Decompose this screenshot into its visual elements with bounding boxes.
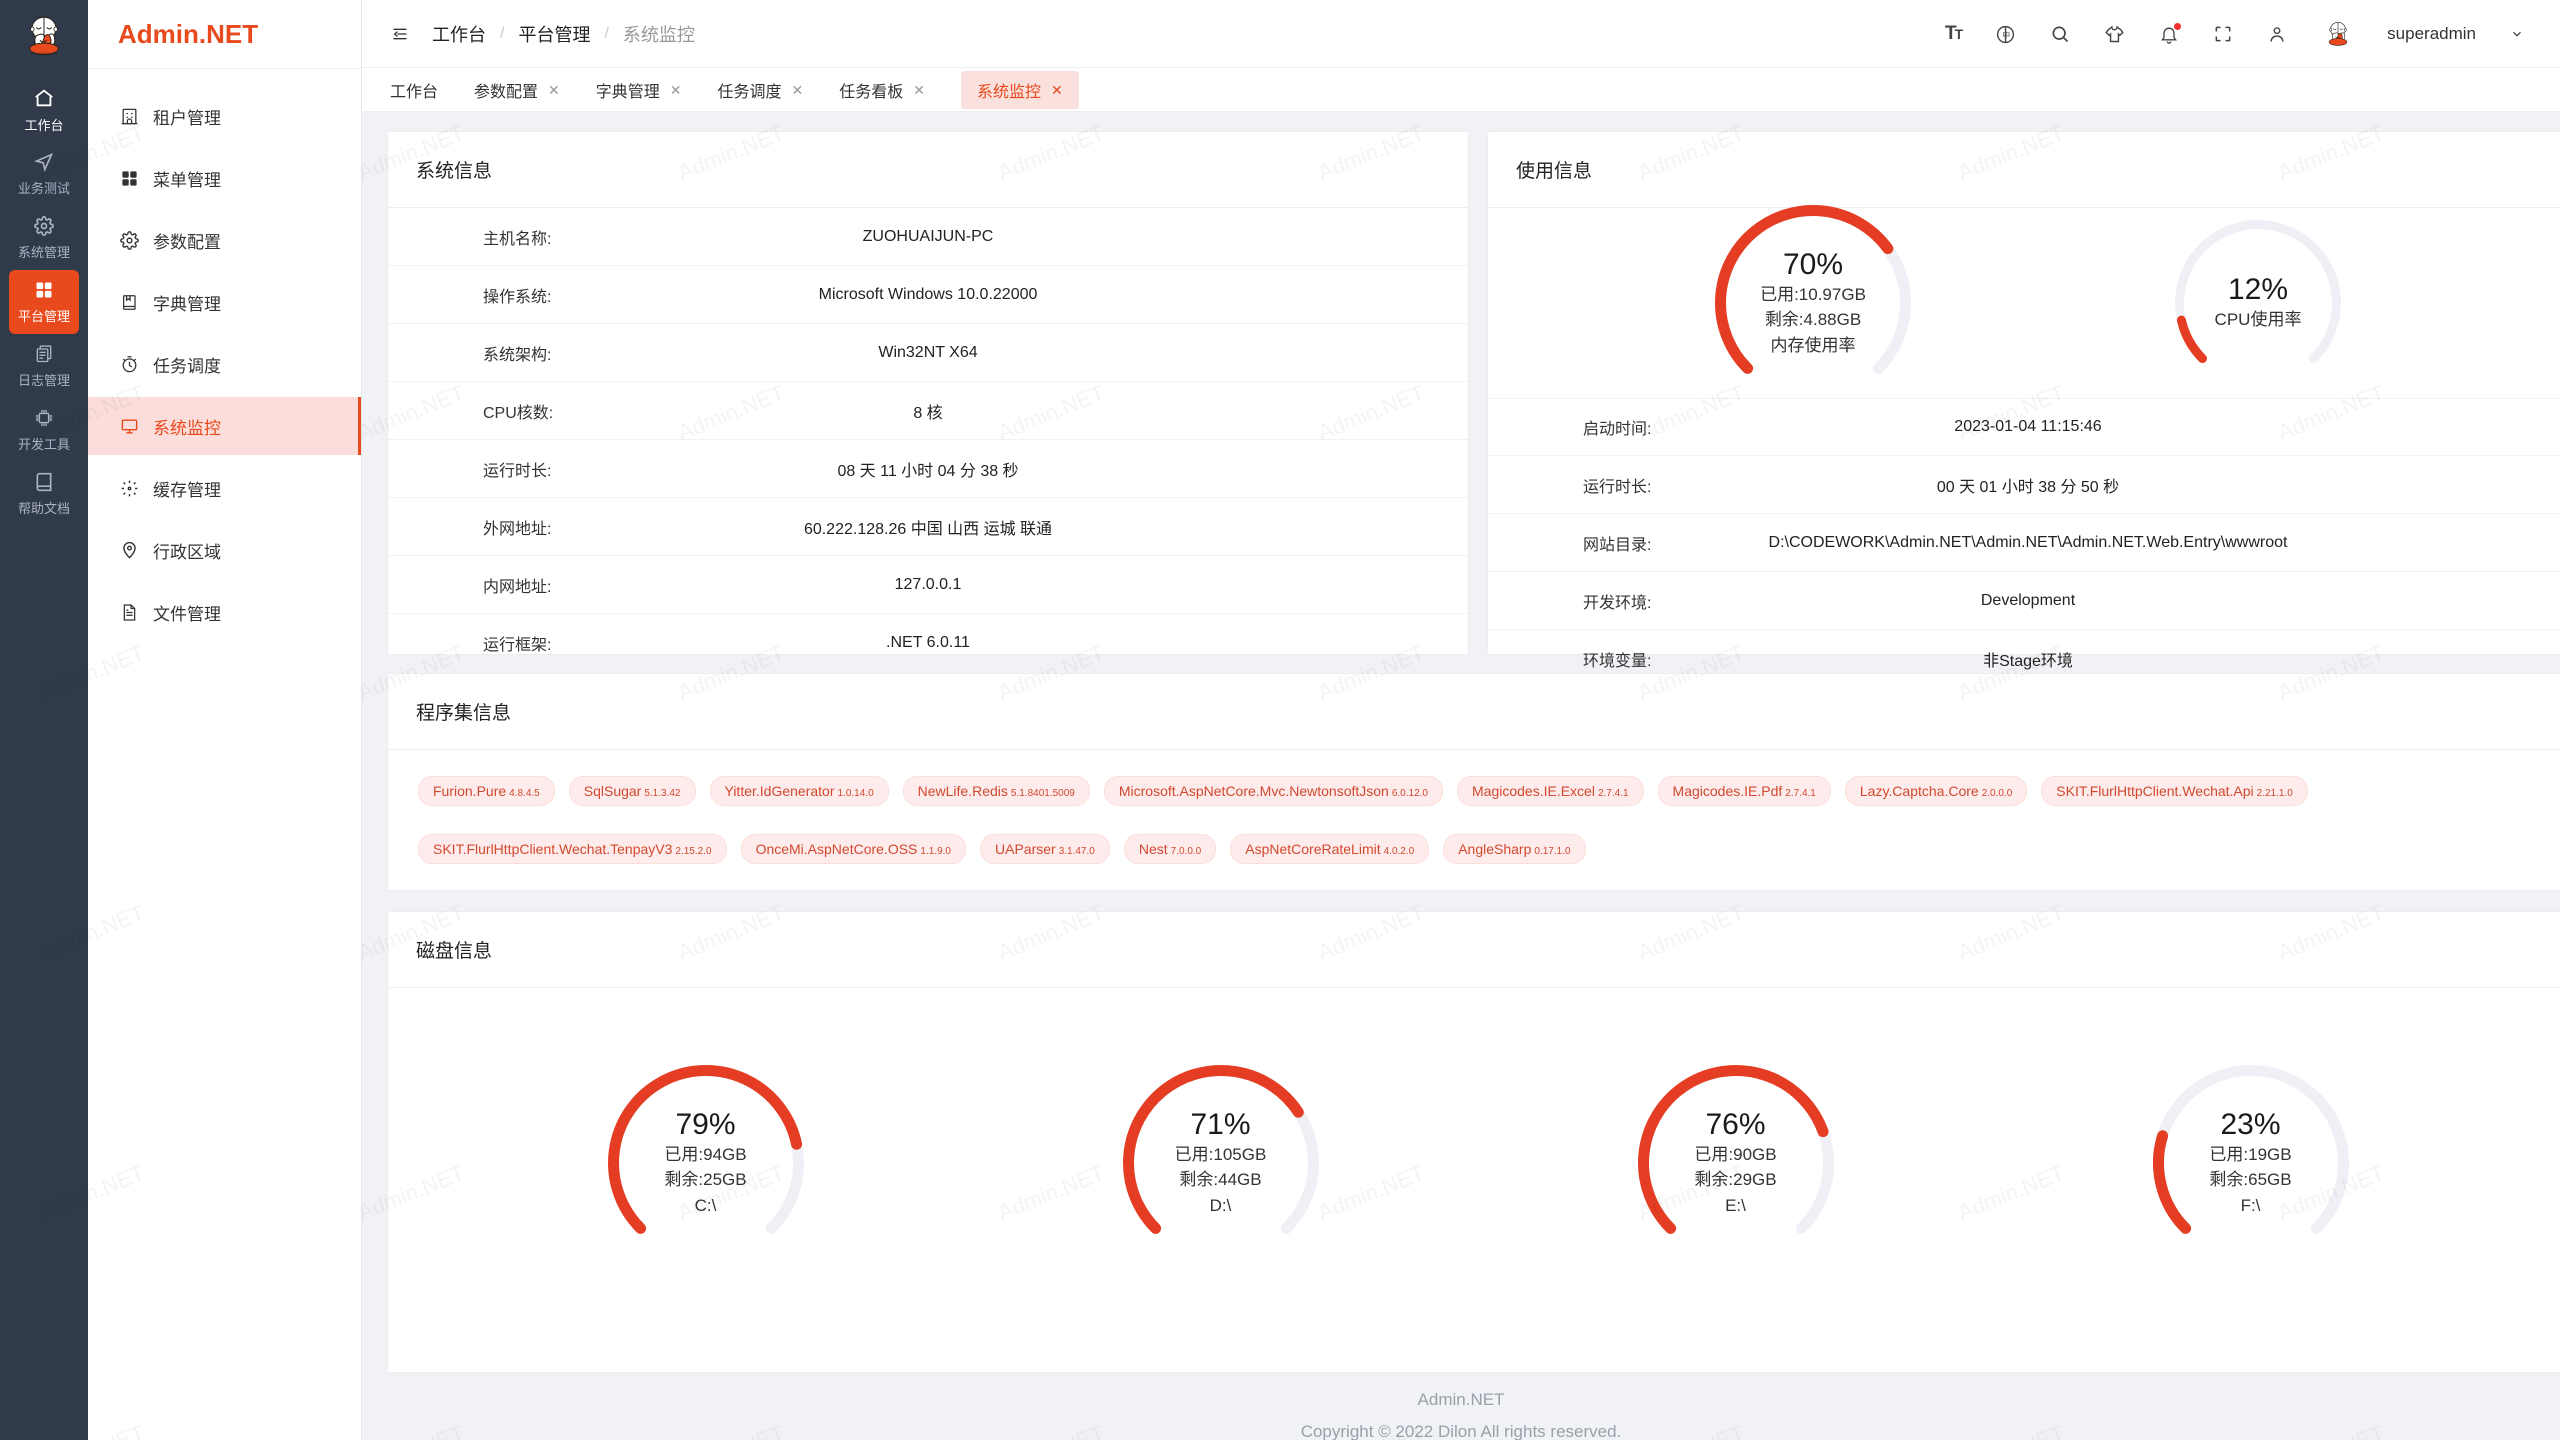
svg-text:中: 中	[2002, 30, 2010, 40]
